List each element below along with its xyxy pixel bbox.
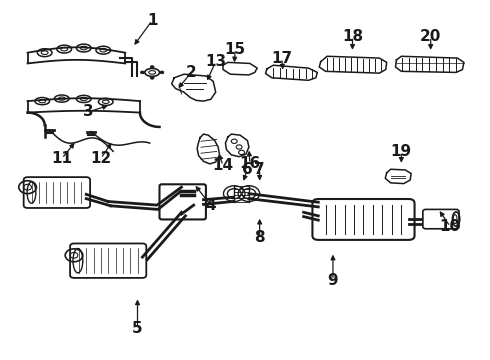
Circle shape	[150, 76, 154, 79]
Circle shape	[160, 71, 164, 74]
Text: 6: 6	[242, 162, 253, 177]
Text: 15: 15	[225, 42, 246, 57]
Text: 17: 17	[271, 50, 292, 66]
Text: 18: 18	[342, 29, 363, 44]
Text: 19: 19	[391, 144, 412, 159]
Text: 2: 2	[186, 65, 196, 80]
Text: 1: 1	[147, 13, 157, 28]
Text: 3: 3	[83, 104, 94, 120]
Text: 5: 5	[132, 321, 143, 336]
Text: 12: 12	[90, 151, 112, 166]
Text: 16: 16	[239, 156, 261, 171]
Text: 9: 9	[328, 273, 338, 288]
Text: 20: 20	[420, 29, 441, 44]
Text: 7: 7	[254, 162, 265, 177]
Circle shape	[141, 71, 145, 74]
Text: 10: 10	[440, 219, 461, 234]
Circle shape	[150, 66, 154, 68]
Text: 11: 11	[51, 151, 72, 166]
Text: 14: 14	[213, 158, 234, 173]
Text: 4: 4	[205, 198, 216, 213]
Text: 8: 8	[254, 230, 265, 245]
Text: 13: 13	[205, 54, 226, 69]
